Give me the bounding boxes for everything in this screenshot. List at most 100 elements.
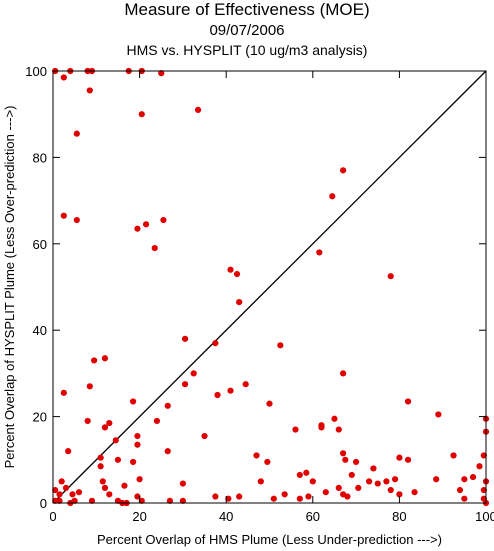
data-point — [303, 469, 310, 476]
y-tick-label: 80 — [33, 150, 47, 165]
data-point — [316, 249, 323, 256]
data-point — [270, 495, 277, 502]
data-point — [233, 270, 241, 278]
data-point — [101, 355, 109, 362]
data-point — [335, 426, 342, 433]
data-point — [130, 458, 137, 466]
data-point — [404, 456, 412, 463]
data-point — [181, 335, 189, 342]
data-point — [396, 491, 403, 498]
data-point — [52, 497, 59, 504]
x-tick-label: 80 — [392, 509, 406, 524]
data-point — [164, 402, 171, 409]
chart-subtitle-date: 09/07/2006 — [209, 22, 285, 39]
data-point — [101, 484, 109, 491]
data-point — [60, 74, 67, 81]
data-point — [227, 387, 234, 394]
y-tick-label: 60 — [33, 237, 47, 252]
data-point — [86, 383, 93, 390]
data-point — [257, 478, 264, 485]
data-point — [404, 398, 412, 405]
data-point — [62, 484, 70, 491]
data-point — [461, 476, 468, 483]
data-point — [387, 486, 394, 494]
data-point — [264, 458, 271, 466]
data-point — [151, 245, 158, 252]
x-axis-label: Percent Overlap of HMS Plume (Less Under… — [97, 532, 442, 547]
data-point — [190, 370, 197, 377]
data-point — [253, 452, 260, 459]
data-point — [480, 486, 487, 494]
plot-frame — [52, 70, 487, 504]
data-point — [292, 426, 299, 433]
data-point — [331, 415, 338, 422]
x-tick-label: 20 — [132, 509, 146, 524]
y-axis-label: Percent Overlap of HYSPLIT Plume (Less O… — [2, 106, 17, 469]
x-tick-label: 60 — [306, 509, 320, 524]
data-point — [86, 87, 93, 94]
data-point — [58, 478, 65, 485]
data-point — [450, 452, 457, 459]
data-point — [391, 476, 399, 483]
chart-title: Measure of Effectiveness (MOE) — [124, 0, 370, 19]
data-point — [84, 417, 91, 425]
data-point — [469, 473, 477, 481]
data-point — [480, 452, 487, 459]
data-point — [456, 486, 464, 494]
data-point — [136, 476, 143, 483]
data-point — [236, 299, 243, 306]
data-point — [340, 370, 347, 377]
x-tick-label: 40 — [219, 509, 233, 524]
data-point — [56, 497, 63, 504]
data-point — [160, 216, 167, 224]
x-tick-label: 0 — [49, 509, 56, 524]
data-point — [158, 70, 165, 77]
data-point — [365, 478, 373, 485]
data-point — [134, 432, 141, 440]
data-point — [225, 495, 232, 502]
data-point — [212, 340, 219, 347]
data-point — [166, 497, 174, 504]
data-point — [121, 482, 128, 489]
data-point — [138, 111, 145, 118]
data-point — [153, 417, 161, 425]
data-point — [114, 456, 122, 463]
data-point — [266, 400, 273, 407]
data-point — [101, 424, 109, 431]
data-point — [277, 342, 284, 349]
chart-subtitle-comparison: HMS vs. HYSPLIT (10 ug/m3 analysis) — [126, 42, 368, 58]
data-point — [340, 167, 347, 174]
data-point — [130, 398, 137, 405]
data-point — [97, 463, 104, 470]
data-point — [318, 422, 325, 429]
data-point — [112, 437, 119, 444]
data-point — [227, 266, 234, 273]
data-point — [348, 471, 355, 479]
data-point — [56, 491, 63, 498]
data-point — [88, 497, 96, 504]
data-point — [355, 484, 362, 491]
data-point — [60, 389, 67, 396]
data-point — [99, 478, 106, 485]
data-point — [329, 193, 336, 200]
data-point — [194, 106, 202, 113]
y-tick-label: 20 — [33, 410, 47, 425]
y-tick-label: 40 — [33, 323, 47, 338]
y-tick-label: 0 — [40, 496, 47, 511]
data-point — [236, 493, 243, 500]
data-point — [340, 450, 347, 457]
data-point — [322, 489, 329, 496]
data-point — [476, 463, 483, 470]
data-point — [106, 491, 113, 498]
data-point — [134, 225, 141, 232]
data-point — [97, 454, 104, 461]
data-point — [52, 486, 59, 494]
data-point — [91, 357, 98, 364]
data-point — [181, 381, 189, 388]
data-point — [435, 411, 442, 418]
data-point — [201, 432, 208, 440]
data-point — [134, 441, 141, 448]
data-point — [396, 454, 403, 461]
data-point — [214, 391, 221, 399]
